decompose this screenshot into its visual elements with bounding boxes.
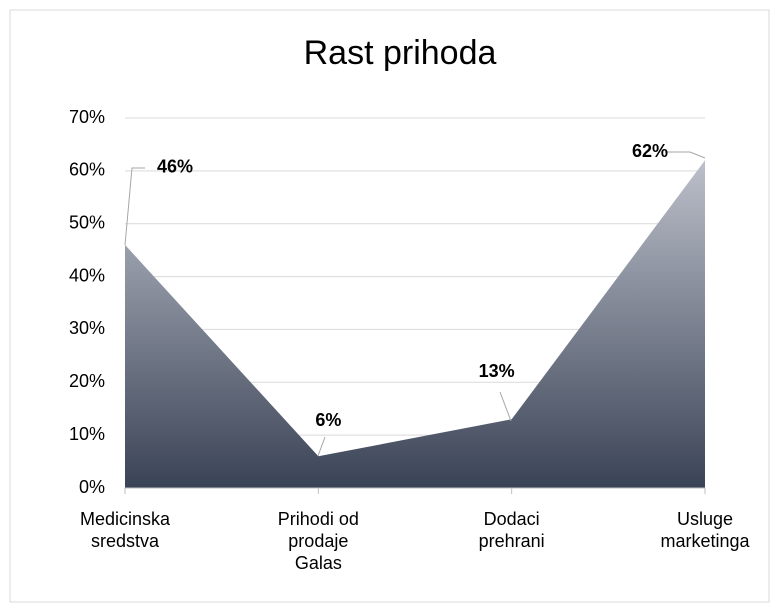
data-label: 13% — [479, 361, 515, 381]
data-label: 46% — [157, 157, 193, 177]
y-tick-label: 10% — [69, 424, 105, 444]
leader-line — [124, 167, 145, 246]
y-tick-label: 20% — [69, 371, 105, 391]
y-tick-label: 0% — [79, 477, 105, 497]
data-label: 62% — [632, 141, 668, 161]
y-tick-label: 70% — [69, 107, 105, 127]
leader-line — [317, 436, 326, 457]
y-tick-label: 50% — [69, 212, 105, 232]
x-tick-label: Usluge marketinga — [660, 509, 750, 551]
leader-line — [665, 151, 706, 159]
data-label: 6% — [315, 410, 341, 430]
x-tick-label: Medicinska sredstva — [79, 509, 171, 551]
y-tick-label: 40% — [69, 265, 105, 285]
chart-title: Rast prihoda — [304, 34, 497, 72]
y-tick-label: 30% — [69, 318, 105, 338]
x-tick-label: Prihodi od prodaje Galas — [277, 509, 359, 573]
area — [125, 160, 705, 489]
x-tick-label: Dodaci prehrani — [478, 509, 545, 551]
y-tick-label: 60% — [69, 160, 105, 180]
leader-line — [499, 391, 512, 422]
